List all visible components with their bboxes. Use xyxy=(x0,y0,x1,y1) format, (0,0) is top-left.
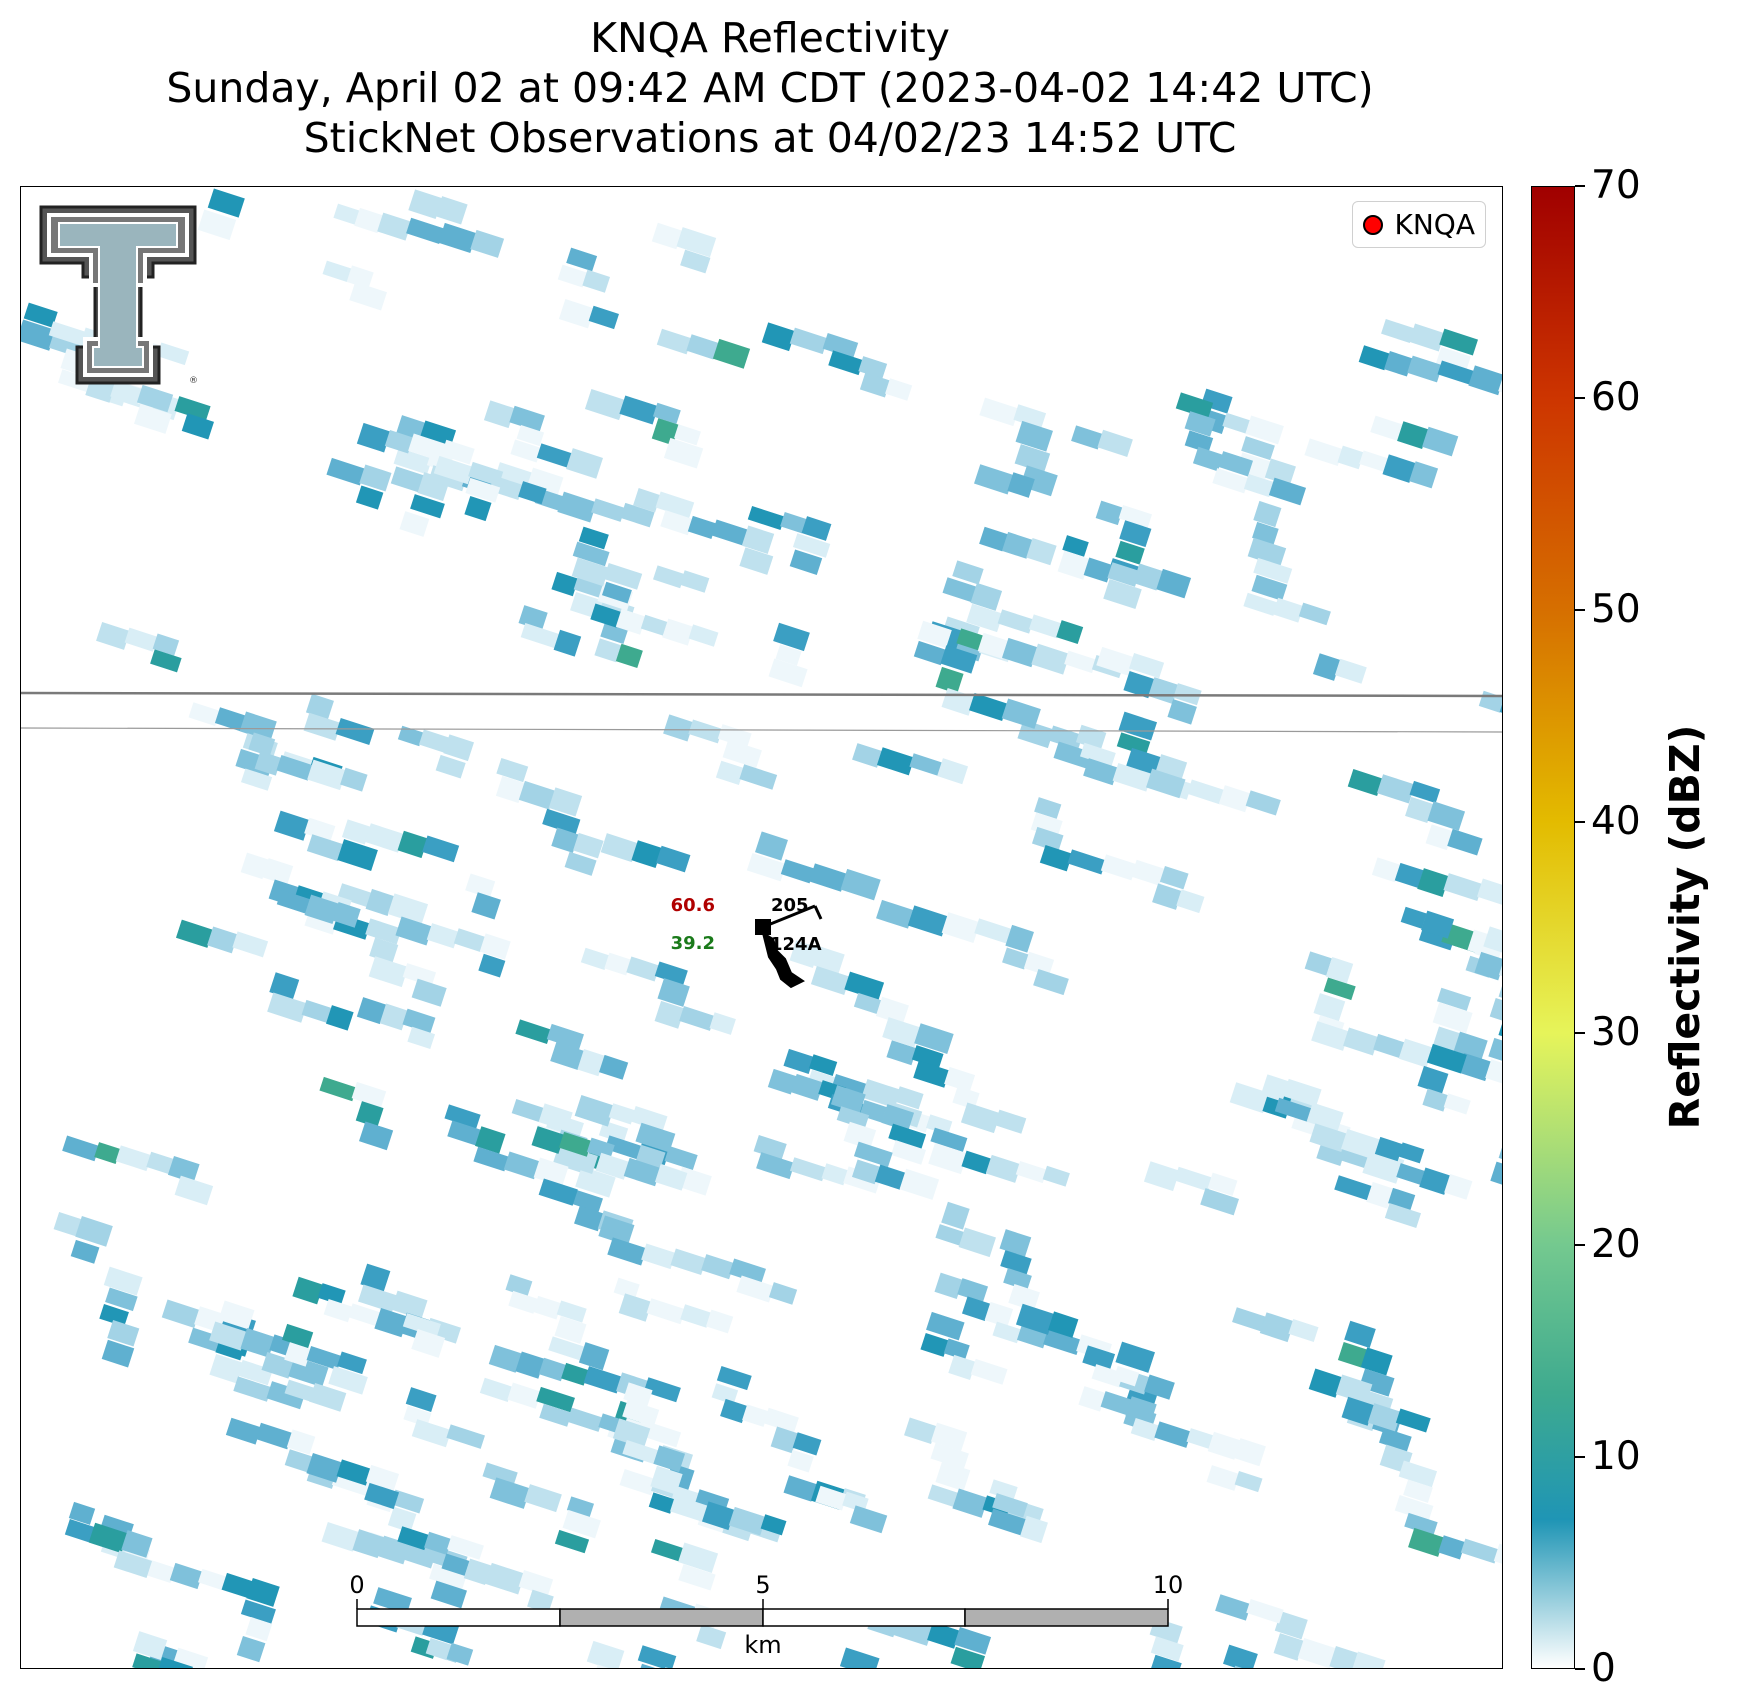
colorbar xyxy=(1531,186,1575,1669)
road-line xyxy=(21,691,1502,698)
colorbar-tick-label: 20 xyxy=(1591,1222,1641,1268)
radar-map[interactable]: ® 60.6 39.2 205 124A 0 5 10 k xyxy=(20,186,1503,1669)
colorbar-tick-label: 30 xyxy=(1591,1010,1641,1056)
radar-site-marker-icon xyxy=(1362,214,1383,235)
station-id: 124A xyxy=(770,934,822,955)
station-pressure: 205 xyxy=(771,895,809,916)
station-dewpoint: 39.2 xyxy=(671,933,715,954)
scale-label-5: 5 xyxy=(755,1571,770,1599)
scale-unit: km xyxy=(744,1631,781,1659)
radar-map-canvas: ® 60.6 39.2 205 124A 0 5 10 k xyxy=(21,188,1502,1668)
wind-barb-icon xyxy=(762,904,816,929)
colorbar-tick-label: 0 xyxy=(1591,1646,1616,1691)
svg-text:®: ® xyxy=(189,376,198,386)
reflectivity-cells xyxy=(21,188,1502,1668)
colorbar-tick-label: 40 xyxy=(1591,798,1641,844)
map-subtitle-time: Sunday, April 02 at 09:42 AM CDT (2023-0… xyxy=(166,64,1374,112)
station-temperature: 60.6 xyxy=(671,895,715,916)
scale-label-10: 10 xyxy=(1153,1571,1184,1599)
station-track xyxy=(761,930,805,989)
scale-label-0: 0 xyxy=(349,1571,364,1599)
map-legend: KNQA xyxy=(1351,201,1486,248)
colorbar-tick-label: 70 xyxy=(1591,163,1641,208)
texas-tech-double-t-logo: ® xyxy=(39,205,198,386)
colorbar-tick-label: 50 xyxy=(1591,586,1641,632)
road-line-thin xyxy=(21,727,1502,733)
colorbar-tick-label: 60 xyxy=(1591,374,1641,420)
sticknet-station-124A[interactable]: 60.6 39.2 205 124A xyxy=(671,895,823,989)
map-subtitle-obs: StickNet Observations at 04/02/23 14:52 … xyxy=(303,114,1237,162)
colorbar-tick-label: 10 xyxy=(1591,1434,1641,1480)
map-title: KNQA Reflectivity xyxy=(590,14,950,62)
legend-label: KNQA xyxy=(1394,208,1476,241)
colorbar-label: Reflectivity (dBZ) xyxy=(1661,724,1709,1130)
scale-bar: 0 5 10 km xyxy=(349,1571,1183,1659)
